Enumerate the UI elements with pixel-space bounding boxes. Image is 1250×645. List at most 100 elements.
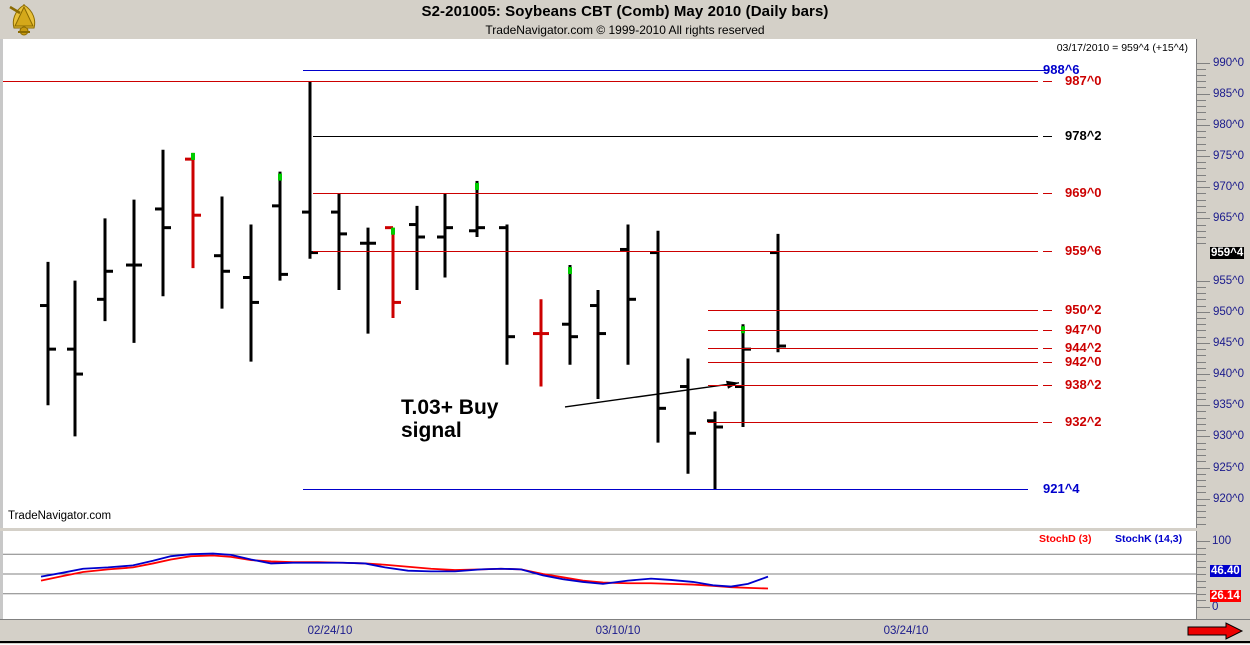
price-axis-minor-tick	[1197, 230, 1206, 232]
price-level-label: 938^2	[1065, 376, 1102, 392]
price-axis-tick	[1197, 124, 1210, 126]
price-axis-label: 935^0	[1213, 399, 1244, 412]
indicator-axis-minor-tick	[1197, 547, 1206, 549]
price-level-dash	[1043, 193, 1052, 195]
ohlc-bar	[126, 199, 142, 343]
stoch-k-line	[40, 552, 769, 588]
ohlc-bar	[437, 193, 453, 278]
date-axis[interactable]: 02/24/10 03/10/10 03/24/10	[0, 619, 1250, 644]
price-axis-minor-tick	[1197, 75, 1206, 77]
price-axis-minor-tick	[1197, 392, 1206, 394]
indicator-axis-minor-tick	[1197, 554, 1206, 556]
price-axis-tick	[1197, 374, 1210, 376]
price-axis-minor-tick	[1197, 243, 1206, 245]
indicator-axis-minor-tick	[1197, 560, 1206, 562]
price-axis-label: 940^0	[1213, 368, 1244, 381]
price-level-dash	[1043, 310, 1052, 312]
price-level-label: 978^2	[1065, 127, 1102, 143]
price-chart-pane[interactable]: 03/17/2010 = 959^4 (+15^4) 988^6 987^0 978…	[0, 39, 1196, 528]
ohlc-bar	[97, 218, 113, 322]
stochastic-pane[interactable]: StochD (3) StochK (14,3)	[0, 531, 1196, 619]
ohlc-bars	[40, 81, 786, 490]
indicator-axis-tick	[1197, 607, 1210, 608]
price-level-line	[313, 193, 1038, 195]
price-level-label: 987^0	[1065, 73, 1102, 89]
signal-marker	[278, 173, 282, 181]
ohlc-bar	[214, 196, 230, 309]
price-level-label: 944^2	[1065, 339, 1102, 355]
ohlc-bar	[735, 324, 751, 428]
price-axis-minor-tick	[1197, 511, 1206, 513]
price-level-line	[708, 330, 1038, 332]
signal-marker	[475, 182, 479, 190]
window-bottom-edge	[0, 641, 1250, 643]
price-axis-minor-tick	[1197, 398, 1206, 400]
price-axis-minor-tick	[1197, 380, 1206, 382]
ohlc-bar	[533, 299, 549, 387]
price-axis-minor-tick	[1197, 224, 1206, 226]
price-axis-minor-tick	[1197, 523, 1206, 525]
price-axis-label: 980^0	[1213, 118, 1244, 131]
price-axis-minor-tick	[1197, 205, 1206, 207]
price-level-line	[708, 422, 1038, 424]
price-axis-minor-tick	[1197, 317, 1206, 319]
indicator-axis-tick	[1197, 541, 1210, 542]
page-title: S2-201005: Soybeans CBT (Comb) May 2010 …	[421, 3, 829, 20]
chart-header: S2-201005: Soybeans CBT (Comb) May 2010 …	[0, 0, 1250, 40]
price-level-label: 988^6	[1043, 62, 1080, 78]
price-axis-minor-tick	[1197, 455, 1206, 457]
signal-marker	[568, 267, 572, 275]
price-level-dash	[1043, 422, 1052, 424]
price-axis-minor-tick	[1197, 180, 1206, 182]
indicator-axis-label: 100	[1212, 535, 1232, 547]
ohlc-bar	[770, 233, 786, 353]
indicator-axis-minor-tick	[1197, 580, 1206, 582]
price-axis-minor-tick	[1197, 162, 1206, 164]
price-axis-label: 920^0	[1213, 492, 1244, 505]
buy-signal-annotation: T.03+ Buy signal	[401, 395, 499, 442]
ohlc-bar	[67, 280, 83, 437]
price-level-label: 947^0	[1065, 322, 1102, 338]
price-axis-minor-tick	[1197, 106, 1206, 108]
sextant-logo-icon	[4, 1, 44, 38]
price-axis-label: 930^0	[1213, 430, 1244, 443]
price-axis-minor-tick	[1197, 479, 1206, 481]
price-axis-minor-tick	[1197, 355, 1206, 357]
price-axis-minor-tick	[1197, 330, 1206, 332]
ohlc-bar	[469, 180, 485, 238]
price-level-dash	[1043, 330, 1052, 332]
price-axis[interactable]: 990^0 985^0 980^0 975^0 970^0 965^0 955^0 950^0…	[1196, 39, 1250, 528]
date-axis-label: 02/24/10	[307, 625, 353, 637]
price-axis-minor-tick	[1197, 305, 1206, 307]
ohlc-bar	[650, 230, 666, 443]
indicator-axis-minor-tick	[1197, 574, 1206, 575]
price-level-label: 950^2	[1065, 302, 1102, 318]
indicator-axis[interactable]: 100 0 46.40 26.14	[1196, 531, 1250, 619]
price-axis-minor-tick	[1197, 168, 1206, 170]
indicator-legend-item: StochK (14,3)	[1115, 533, 1183, 545]
ohlc-bar	[620, 224, 636, 365]
price-axis-tick	[1197, 280, 1210, 282]
ohlc-bar	[409, 205, 425, 290]
scroll-forward-button[interactable]	[1186, 622, 1244, 645]
price-axis-minor-tick	[1197, 137, 1206, 139]
indicator-value-badge: 26.14	[1210, 589, 1241, 602]
price-level-line	[303, 70, 1048, 72]
price-axis-tick	[1197, 467, 1210, 469]
price-axis-minor-tick	[1197, 87, 1206, 89]
price-level-line	[708, 384, 1038, 386]
price-axis-minor-tick	[1197, 486, 1206, 488]
watermark: TradeNavigator.com	[8, 510, 112, 522]
price-axis-label: 925^0	[1213, 461, 1244, 474]
price-axis-minor-tick	[1197, 199, 1206, 201]
price-level-dash	[1043, 361, 1052, 363]
price-level-line	[3, 81, 1038, 83]
price-axis-tick	[1197, 156, 1210, 158]
price-axis-minor-tick	[1197, 149, 1206, 151]
price-axis-minor-tick	[1197, 492, 1206, 494]
price-axis-minor-tick	[1197, 448, 1206, 450]
price-level-line	[708, 310, 1038, 312]
quote-readout: 03/17/2010 = 959^4 (+15^4)	[1056, 42, 1188, 54]
indicator-axis-label: 0	[1212, 601, 1219, 613]
price-axis-minor-tick	[1197, 212, 1206, 214]
